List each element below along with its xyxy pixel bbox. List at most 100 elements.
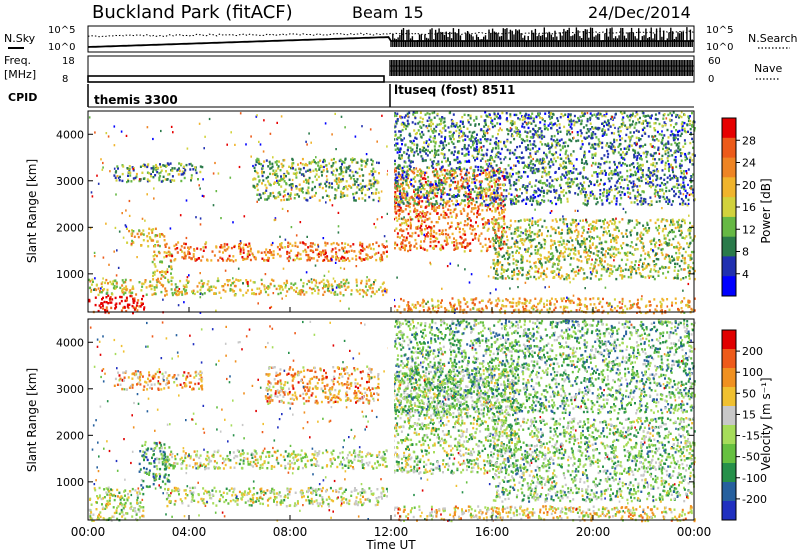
power-range-cell [630, 261, 633, 264]
power-range-cell [572, 268, 575, 271]
power-range-cell [624, 163, 627, 166]
power-range-cell [480, 232, 483, 235]
power-range-cell [460, 169, 463, 173]
power-range-cell [484, 237, 487, 241]
power-range-cell [495, 241, 497, 244]
power-range-cell [608, 268, 611, 271]
power-range-cell [517, 303, 520, 306]
power-range-cell [452, 210, 455, 214]
power-range-cell [126, 227, 128, 230]
power-range-cell [450, 174, 453, 178]
power-range-cell [307, 180, 310, 183]
power-range-cell [355, 254, 358, 258]
power-range-cell [674, 262, 676, 265]
power-range-cell [461, 187, 464, 190]
power-range-cell [559, 305, 562, 309]
power-range-cell [644, 257, 647, 261]
power-range-cell [451, 173, 454, 176]
power-range-cell [621, 218, 624, 221]
power-range-cell [275, 287, 278, 291]
power-range-cell [671, 218, 674, 221]
power-range-cell [519, 266, 522, 270]
power-range-cell [302, 250, 305, 253]
power-range-cell [479, 193, 481, 196]
power-range-cell [239, 289, 242, 292]
power-range-cell [226, 248, 229, 251]
power-range-cell [549, 244, 552, 248]
power-range-cell [661, 229, 664, 233]
power-range-cell [109, 301, 112, 304]
power-range-cell [465, 171, 468, 174]
power-range-cell [234, 259, 237, 262]
power-range-cell [115, 302, 118, 305]
power-range-cell [502, 210, 505, 214]
power-range-cell [173, 167, 176, 170]
power-range-cell [677, 226, 679, 229]
power-range-cell [403, 244, 406, 247]
power-range-cell [447, 309, 450, 313]
power-range-cell [615, 235, 618, 239]
power-range-cell [693, 277, 696, 281]
power-range-cell [135, 293, 138, 296]
power-range-cell [449, 209, 452, 212]
power-range-cell [375, 188, 378, 191]
power-range-cell [294, 244, 297, 248]
power-range-cell [304, 178, 307, 181]
power-range-cell [124, 280, 127, 284]
power-range-cell [493, 267, 495, 270]
power-range-cell [693, 269, 696, 273]
power-range-cell [407, 174, 410, 177]
power-range-cell [660, 302, 663, 306]
power-range-cell [598, 127, 601, 130]
power-range-cell [492, 276, 495, 279]
power-range-cell [596, 309, 599, 312]
power-range-cell [302, 282, 305, 285]
power-range-cell [458, 301, 460, 305]
power-range-cell [537, 194, 540, 198]
power-range-cell [657, 270, 660, 274]
power-range-cell [529, 240, 532, 244]
power-range-cell [125, 296, 128, 299]
power-range-cell [398, 156, 401, 160]
power-range-cell [446, 238, 449, 241]
power-range-cell [515, 263, 518, 267]
power-range-cell [200, 285, 203, 289]
power-range-cell [415, 212, 418, 215]
power-range-cell [589, 223, 592, 226]
power-range-cell [494, 230, 497, 233]
power-range-cell [470, 201, 473, 205]
power-range-cell [429, 226, 432, 229]
power-range-cell [255, 170, 258, 173]
power-range-cell [503, 240, 506, 244]
power-range-cell [539, 257, 542, 261]
power-range-cell [299, 293, 302, 296]
power-range-cell [638, 260, 641, 263]
power-range-cell [413, 305, 416, 309]
power-range-cell [184, 257, 187, 260]
power-range-cell [278, 160, 280, 163]
power-range-cell [170, 283, 173, 286]
power-range-cell [467, 222, 469, 225]
power-range-cell [661, 265, 664, 269]
power-range-cell [646, 231, 649, 234]
power-range-cell [311, 187, 314, 190]
power-range-cell [419, 178, 422, 182]
power-range-cell [361, 289, 364, 292]
power-range-cell [513, 230, 516, 234]
power-range-cell [584, 255, 587, 259]
power-range-cell [340, 170, 343, 173]
power-range-cell [173, 291, 176, 295]
power-range-cell [429, 212, 432, 215]
power-range-cell [636, 237, 639, 240]
power-range-cell [162, 164, 165, 167]
power-range-cell [559, 277, 562, 280]
power-range-cell [131, 166, 134, 169]
power-range-cell [127, 178, 130, 182]
power-range-cell [407, 304, 410, 308]
power-range-cell [132, 311, 134, 315]
power-range-cell [591, 236, 594, 239]
power-range-cell [653, 172, 656, 176]
power-range-cell [656, 183, 659, 187]
power-range-cell [332, 241, 335, 245]
power-range-cell [187, 280, 190, 283]
